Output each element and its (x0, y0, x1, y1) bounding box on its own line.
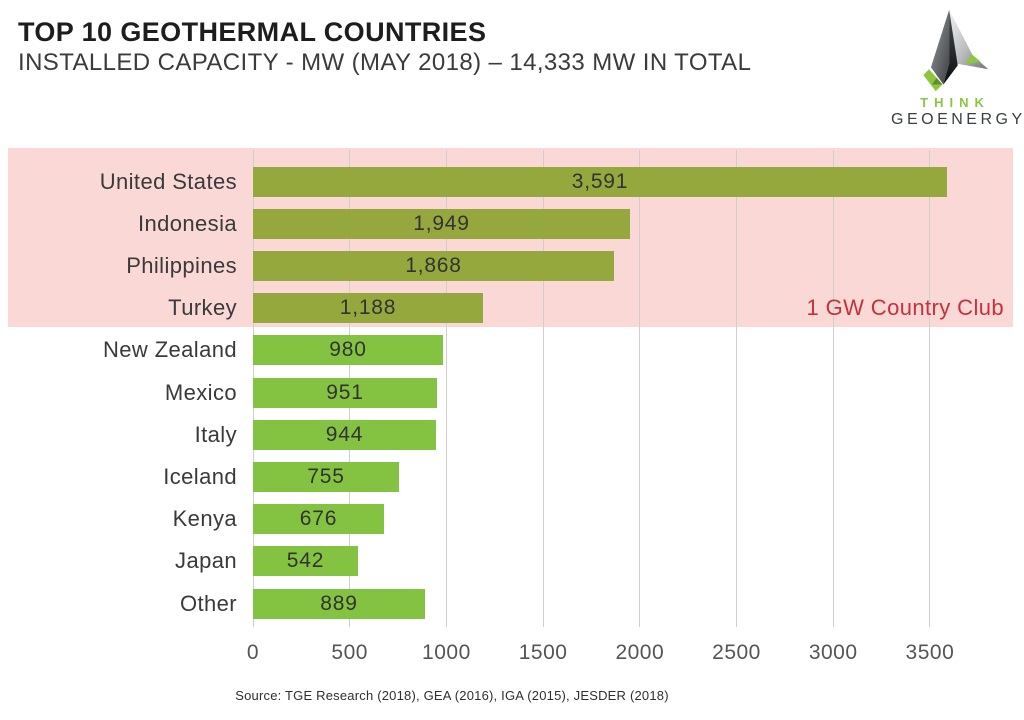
x-tick-label: 3000 (808, 641, 858, 664)
bar-value-label: 676 (299, 507, 338, 531)
bar: 3,591 (253, 166, 947, 197)
category-label: United States (99, 168, 237, 194)
bar: 755 (253, 461, 399, 492)
bar-value-label: 542 (286, 549, 325, 573)
category-label: Iceland (163, 463, 237, 489)
bar: 1,868 (253, 250, 614, 281)
chart-header: TOP 10 GEOTHERMAL COUNTRIES INSTALLED CA… (18, 16, 751, 78)
chart-subtitle: INSTALLED CAPACITY - MW (MAY 2018) – 14,… (18, 49, 752, 76)
bar-value-label: 944 (325, 422, 364, 446)
x-tick-label: 1500 (518, 641, 568, 664)
category-label: Kenya (172, 506, 237, 532)
gridline (736, 150, 737, 627)
gridline (929, 150, 931, 627)
bar-value-label: 1,868 (405, 253, 462, 277)
bar-value-label: 980 (329, 338, 367, 362)
category-label: Japan (175, 548, 237, 574)
x-tick-label: 2000 (615, 641, 665, 664)
x-tick-label: 3500 (905, 641, 955, 664)
x-tick-label: 1000 (422, 641, 471, 664)
x-tick-label: 500 (331, 641, 368, 664)
bar: 980 (253, 335, 443, 366)
category-label: Other (179, 590, 237, 616)
bar-value-label: 1,949 (413, 211, 470, 235)
x-tick-label: 2500 (712, 641, 761, 664)
category-label: Indonesia (137, 210, 237, 236)
category-label: Italy (194, 421, 237, 447)
bar: 676 (253, 504, 384, 535)
thinkgeoenergy-logo: THINK GEOENERGY (888, 8, 1024, 130)
category-label: New Zealand (102, 337, 237, 363)
gridline (832, 150, 834, 627)
logo-text-think: THINK (920, 95, 990, 110)
bar: 951 (253, 377, 437, 408)
chart-title: TOP 10 GEOTHERMAL COUNTRIES (18, 17, 487, 47)
gridline (445, 150, 447, 627)
category-label: Turkey (168, 295, 237, 321)
gridline (542, 150, 544, 627)
x-tick-label: 0 (246, 641, 260, 664)
logo-text-geoenergy: GEOENERGY (891, 111, 1024, 128)
bar: 1,949 (253, 208, 630, 239)
bar-value-label: 951 (326, 380, 364, 404)
bar: 889 (253, 588, 425, 619)
category-label: Philippines (126, 252, 237, 278)
bar: 1,188 (253, 293, 483, 324)
category-label: Mexico (164, 379, 237, 405)
bar-value-label: 889 (320, 591, 358, 615)
gw-club-annotation: 1 GW Country Club (806, 295, 1004, 320)
bar: 542 (253, 546, 358, 577)
gridline (639, 150, 641, 627)
bar-value-label: 1,188 (339, 296, 397, 320)
bar-value-label: 3,591 (571, 169, 629, 193)
logo-arrow-icon (923, 9, 989, 92)
bar-value-label: 755 (307, 464, 345, 488)
bar: 944 (253, 419, 436, 450)
source-note: Source: TGE Research (2018), GEA (2016),… (235, 688, 669, 703)
